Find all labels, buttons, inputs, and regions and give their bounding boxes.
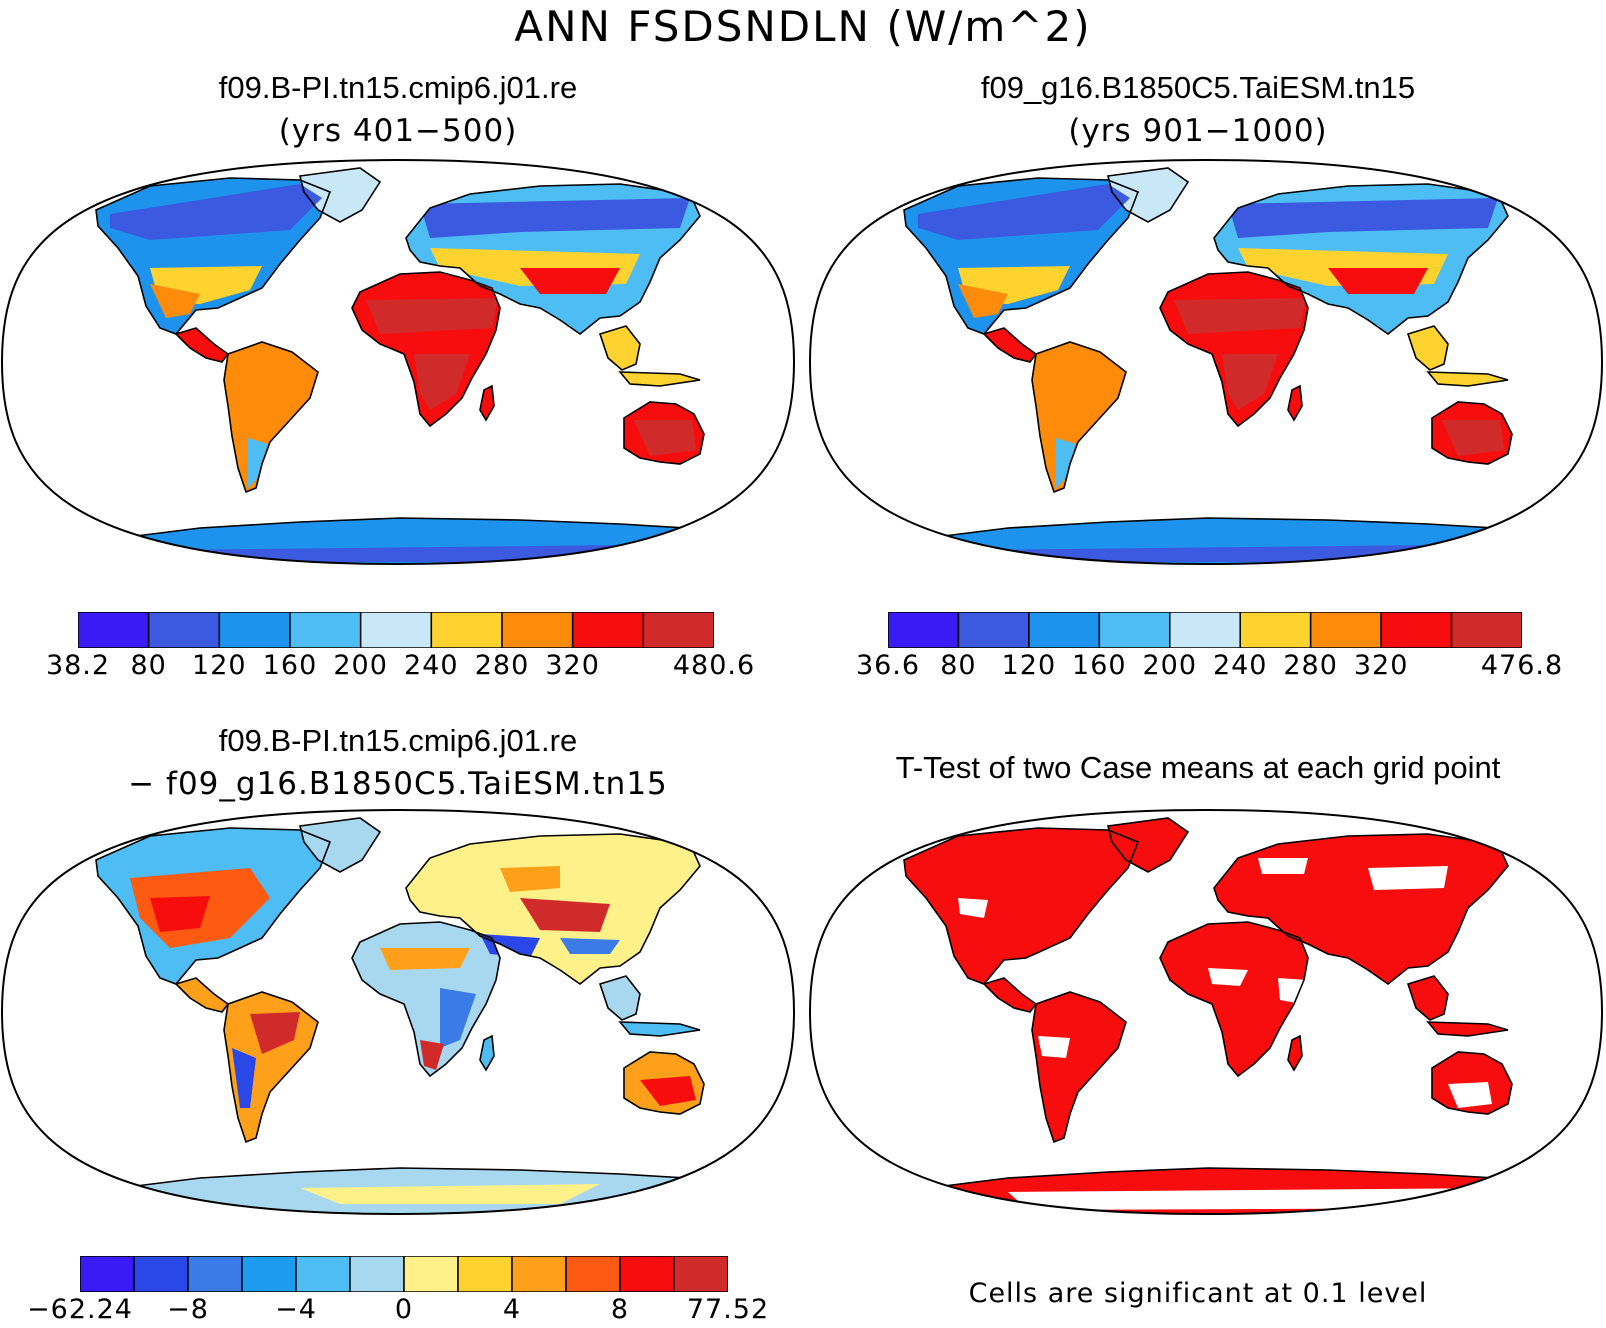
colorbar-tick-label: 240 <box>1212 650 1268 681</box>
colorbar-tick-label: 4 <box>502 1294 522 1325</box>
map-panel-difference <box>0 808 796 1216</box>
colorbar-tick-label: 36.6 <box>855 650 921 681</box>
colorbar-swatch <box>289 612 362 648</box>
colorbar-swatch <box>218 612 291 648</box>
colorbar-swatch <box>133 1256 189 1292</box>
colorbar-swatch <box>957 612 1030 648</box>
colorbar-swatch <box>403 1256 459 1292</box>
colorbar <box>78 612 714 648</box>
colorbar-swatch <box>619 1256 675 1292</box>
colorbar-swatch <box>187 1256 243 1292</box>
colorbar-tick-label: 160 <box>1072 650 1127 681</box>
colorbar-tick-label: 320 <box>545 650 600 681</box>
colorbar-swatch <box>147 612 221 648</box>
colorbar-swatch <box>359 612 433 648</box>
colorbar-labels: 38.2 80 120 160 200 240 280 320 480.6 <box>46 650 754 684</box>
colorbar-tick-label: 240 <box>404 650 459 681</box>
colorbar-swatch <box>430 612 503 648</box>
panel-title: f09.B-PI.tn15.cmip6.j01.re <box>218 723 578 758</box>
colorbar-swatch <box>78 612 150 648</box>
colorbar-labels: −62.24 −8 −4 0 4 8 77.52 <box>27 1294 768 1328</box>
colorbar-swatch <box>1169 612 1241 648</box>
colorbar-swatch <box>565 1256 621 1292</box>
colorbar-tick-label: 280 <box>474 650 530 681</box>
panel-title: f09_g16.B1850C5.TaiESM.tn15 <box>980 70 1416 105</box>
colorbar-swatch <box>1028 612 1101 648</box>
colorbar-tick-label: −8 <box>167 1294 209 1325</box>
map-panel-mean-case1 <box>0 158 796 566</box>
colorbar-tick-label: 320 <box>1353 650 1409 681</box>
colorbar-tick-label: −62.24 <box>27 1294 133 1325</box>
colorbar-swatch <box>349 1256 405 1292</box>
colorbar-swatch <box>1239 612 1312 648</box>
colorbar-swatch <box>571 612 645 648</box>
colorbar-tick-label: 200 <box>1142 650 1198 681</box>
colorbar-tick-label: 80 <box>130 650 167 681</box>
colorbar-tick-label: 80 <box>940 650 977 681</box>
map-panel-ttest <box>808 808 1604 1216</box>
colorbar-tick-label: −4 <box>275 1294 317 1325</box>
colorbar <box>80 1256 728 1292</box>
panel-title: T-Test of two Case means at each grid po… <box>895 750 1501 785</box>
colorbar-swatch <box>511 1256 567 1292</box>
colorbar-tick-label: 480.6 <box>672 650 756 681</box>
panel-subtitle: (yrs 401−500) <box>278 113 518 149</box>
colorbar-swatch <box>1309 612 1382 648</box>
colorbar-swatch <box>642 612 714 648</box>
figure-title: ANN FSDSNDLN (W/m^2) <box>514 2 1092 51</box>
colorbar-labels: 36.6 80 120 160 200 240 280 320 476.8 <box>856 650 1562 684</box>
colorbar-tick-label: 280 <box>1283 650 1338 681</box>
panel-subtitle: (yrs 901−1000) <box>1068 113 1328 149</box>
colorbar-tick-label: 38.2 <box>45 650 111 681</box>
colorbar-tick-label: 0 <box>394 1294 414 1325</box>
colorbar-swatch <box>295 1256 351 1292</box>
map-panel-mean-case2 <box>808 158 1604 566</box>
colorbar-swatch <box>888 612 960 648</box>
colorbar-swatch <box>457 1256 513 1292</box>
colorbar-swatch <box>1380 612 1453 648</box>
colorbar-tick-label: 120 <box>192 650 247 681</box>
colorbar-swatch <box>501 612 574 648</box>
colorbar-tick-label: 120 <box>1001 650 1057 681</box>
significance-note: Cells are significant at 0.1 level <box>968 1278 1428 1309</box>
colorbar-tick-label: 476.8 <box>1480 650 1564 681</box>
colorbar-tick-label: 200 <box>333 650 388 681</box>
colorbar-swatch <box>673 1256 728 1292</box>
colorbar-swatch <box>80 1256 135 1292</box>
colorbar-swatch <box>1450 612 1522 648</box>
panel-subtitle: − f09_g16.B1850C5.TaiESM.tn15 <box>128 766 668 802</box>
panel-title: f09.B-PI.tn15.cmip6.j01.re <box>218 70 578 105</box>
colorbar-tick-label: 77.52 <box>686 1294 770 1325</box>
colorbar <box>888 612 1522 648</box>
colorbar-tick-label: 160 <box>262 650 318 681</box>
colorbar-swatch <box>1098 612 1171 648</box>
colorbar-tick-label: 8 <box>610 1294 630 1325</box>
colorbar-swatch <box>241 1256 297 1292</box>
